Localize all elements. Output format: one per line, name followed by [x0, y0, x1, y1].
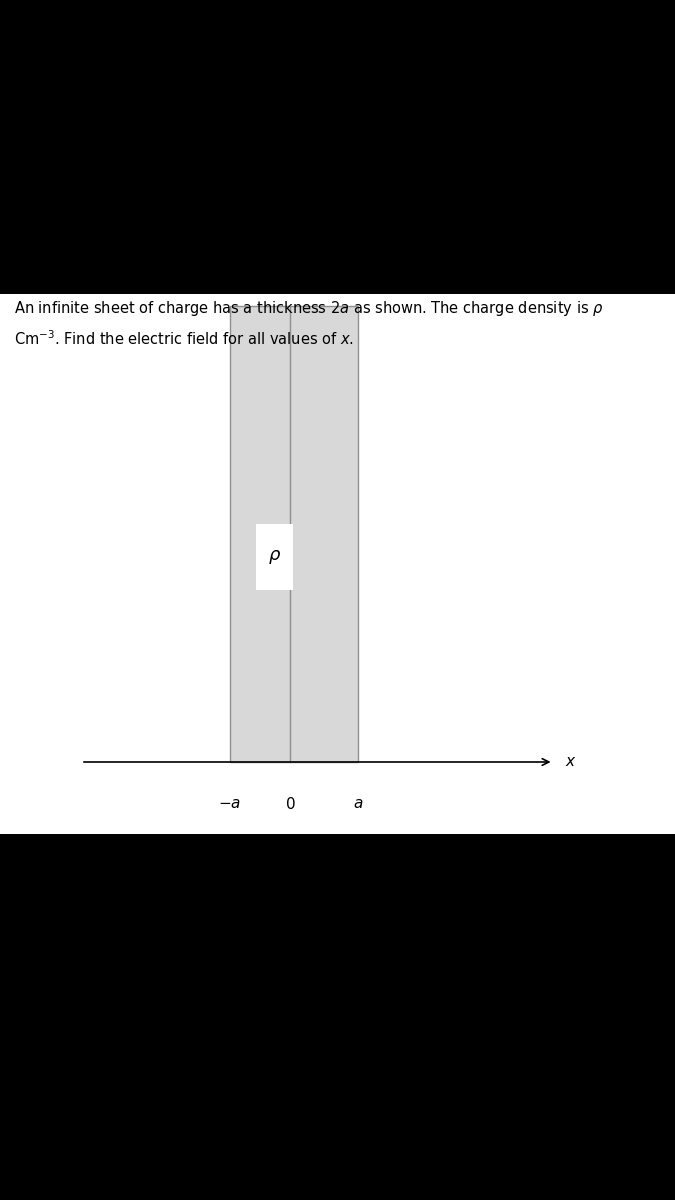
- Text: $a$: $a$: [352, 796, 363, 811]
- Bar: [230, 306, 358, 762]
- Text: Cm$^{-3}$. Find the electric field for all values of $x$.: Cm$^{-3}$. Find the electric field for a…: [14, 329, 353, 348]
- Text: $\rho$: $\rho$: [268, 547, 281, 565]
- Text: An infinite sheet of charge has a thickness $2a$ as shown. The charge density is: An infinite sheet of charge has a thickn…: [14, 299, 603, 318]
- Text: $0$: $0$: [285, 796, 296, 811]
- Bar: [0, 294, 675, 834]
- Bar: [256, 523, 293, 589]
- Text: $x$: $x$: [564, 755, 576, 769]
- Text: $-a$: $-a$: [218, 796, 241, 811]
